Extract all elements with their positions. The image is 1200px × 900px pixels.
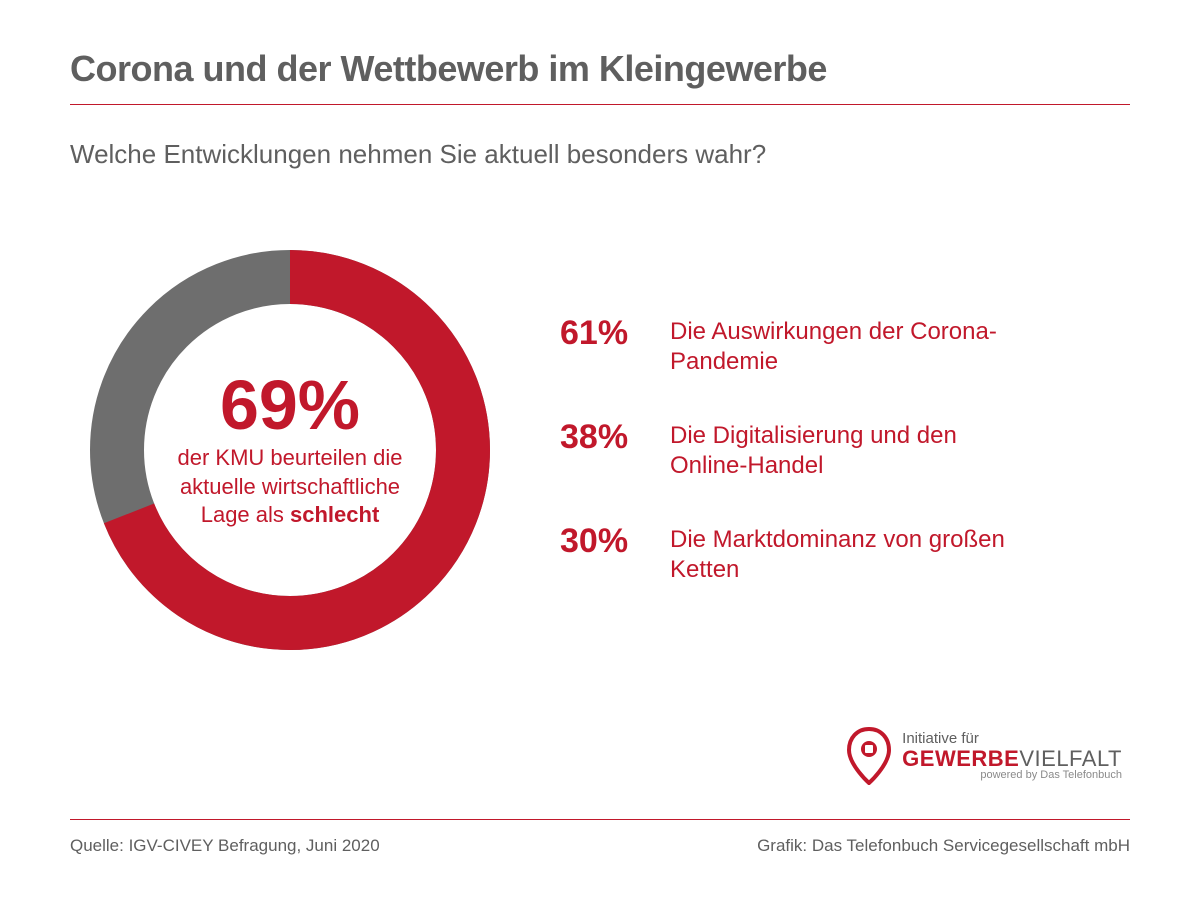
stat-label: Die Marktdominanz von großen Ketten <box>670 523 1010 585</box>
donut-chart: 69% der KMU beurteilen die aktuelle wirt… <box>80 240 500 660</box>
stat-item: 38% Die Digitalisierung und den Online-H… <box>560 419 1130 481</box>
stat-pct: 61% <box>560 315 652 352</box>
logo-line3: powered by Das Telefonbuch <box>902 770 1122 782</box>
stat-label: Die Auswirkungen der Corona-Pandemie <box>670 315 1010 377</box>
title-rule <box>70 104 1130 105</box>
stat-pct: 38% <box>560 419 652 456</box>
logo-line1: Initiative für <box>902 731 1122 747</box>
stat-item: 61% Die Auswirkungen der Corona-Pandemie <box>560 315 1130 377</box>
donut-center-value: 69% <box>160 370 420 440</box>
logo-line2-thin: VIELFALT <box>1019 746 1122 771</box>
logo-line2-bold: GEWERBE <box>902 746 1019 771</box>
donut-center: 69% der KMU beurteilen die aktuelle wirt… <box>160 370 420 530</box>
donut-center-caption: der KMU beurteilen die aktuelle wirtscha… <box>160 444 420 530</box>
subtitle: Welche Entwicklungen nehmen Sie aktuell … <box>70 139 1130 170</box>
footer-source: Quelle: IGV-CIVEY Befragung, Juni 2020 <box>70 836 380 856</box>
stat-label: Die Digitalisierung und den Online-Hande… <box>670 419 1010 481</box>
stats-list: 61% Die Auswirkungen der Corona-Pandemie… <box>540 315 1130 585</box>
map-pin-icon <box>846 727 892 785</box>
footer-graphic: Grafik: Das Telefonbuch Servicegesellsch… <box>757 836 1130 856</box>
footer-rule <box>70 819 1130 820</box>
donut-caption-bold: schlecht <box>290 502 379 527</box>
footer: Quelle: IGV-CIVEY Befragung, Juni 2020 G… <box>70 836 1130 856</box>
content-row: 69% der KMU beurteilen die aktuelle wirt… <box>70 240 1130 660</box>
logo-line2: GEWERBEVIELFALT <box>902 747 1122 770</box>
stat-pct: 30% <box>560 523 652 560</box>
stat-item: 30% Die Marktdominanz von großen Ketten <box>560 523 1130 585</box>
brand-logo: Initiative für GEWERBEVIELFALT powered b… <box>846 727 1122 785</box>
logo-text: Initiative für GEWERBEVIELFALT powered b… <box>902 731 1122 781</box>
page-title: Corona und der Wettbewerb im Kleingewerb… <box>70 48 1130 90</box>
